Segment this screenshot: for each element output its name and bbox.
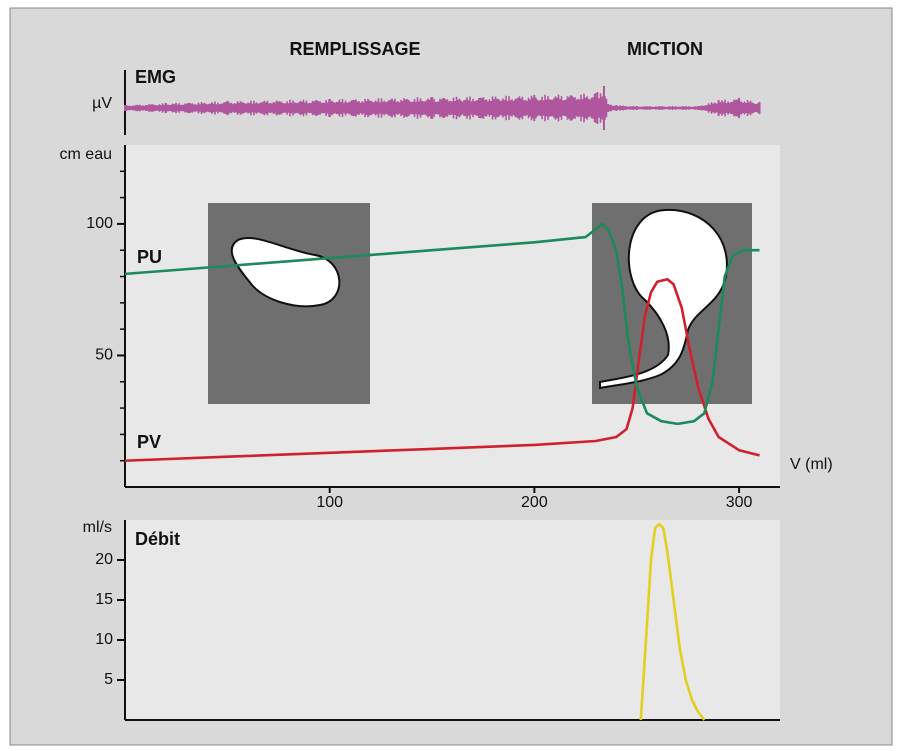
bladder-filling (230, 237, 341, 308)
y-axis-label: ml/s (83, 519, 112, 536)
y-tick-label: 20 (95, 551, 113, 568)
series-label: PU (137, 247, 162, 267)
flow-title: Débit (135, 529, 180, 549)
y-tick-label: 15 (95, 591, 113, 608)
bladder-insets (208, 203, 752, 404)
emg-title: EMG (135, 67, 176, 87)
series-line (124, 277, 760, 462)
y-tick-label: 10 (95, 631, 113, 648)
y-axis-label: cm eau (60, 146, 112, 163)
x-axis-label: V (ml) (790, 456, 833, 473)
y-tick-label: 5 (104, 671, 113, 688)
flow-panel (125, 520, 780, 720)
y-tick-label: 100 (86, 215, 113, 232)
phase-label: MICTION (627, 39, 703, 59)
emg-unit: µV (92, 95, 112, 112)
x-tick-label: 100 (316, 494, 343, 511)
series-line (124, 222, 760, 426)
series-label: PV (137, 432, 161, 452)
x-tick-label: 300 (726, 494, 753, 511)
y-tick-label: 50 (95, 347, 113, 364)
x-tick-label: 200 (521, 494, 548, 511)
phase-label: REMPLISSAGE (289, 39, 420, 59)
series-line (639, 522, 706, 721)
